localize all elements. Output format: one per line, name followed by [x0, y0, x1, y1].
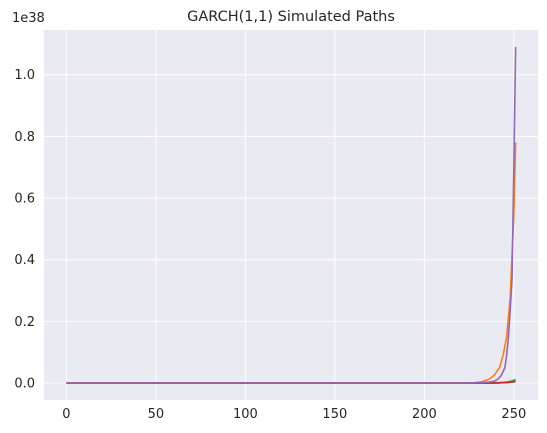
y-tick-label: 1.0 [14, 68, 35, 83]
chart-title: GARCH(1,1) Simulated Paths [187, 9, 395, 25]
y-tick-label: 0.2 [14, 315, 35, 330]
series-line-5 [66, 46, 517, 384]
y-tick-label: 0.0 [14, 377, 35, 392]
plot-background [44, 30, 538, 400]
y-tick-label: 0.6 [14, 192, 35, 207]
y-tick-label: 0.4 [14, 253, 35, 268]
x-tick-label: 100 [233, 407, 258, 422]
x-tick-label: 200 [412, 407, 437, 422]
x-tick-label: 0 [62, 407, 70, 422]
x-tick-label: 150 [322, 407, 347, 422]
series-layer [66, 46, 517, 384]
x-tick-labels: 0 50 100 150 200 250 [62, 407, 526, 422]
y-offset-label: 1e38 [12, 11, 45, 26]
y-tick-label: 0.8 [14, 130, 35, 145]
y-tick-labels: 0.0 0.2 0.4 0.6 0.8 1.0 [14, 68, 35, 391]
x-tick-label: 50 [148, 407, 165, 422]
x-tick-label: 250 [501, 407, 526, 422]
